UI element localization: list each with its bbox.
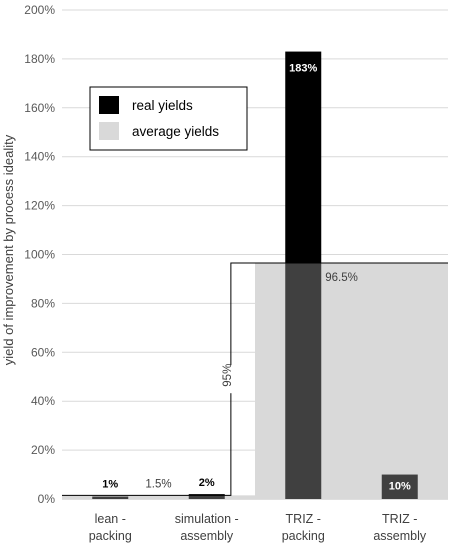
category-label: lean -packing <box>89 512 132 543</box>
real-yield-bar <box>381 474 418 499</box>
y-tick-label: 80% <box>31 296 55 310</box>
category-label: simulation -assembly <box>175 512 239 543</box>
legend-swatch-average-yields <box>99 122 119 140</box>
real-yield-bar <box>285 263 322 499</box>
category-label: TRIZ -packing <box>282 512 325 543</box>
y-tick-label: 160% <box>24 101 55 115</box>
real-yield-bar <box>92 496 129 499</box>
average-label: 96.5% <box>325 272 358 284</box>
y-tick-label: 180% <box>24 52 55 66</box>
bars <box>62 51 448 499</box>
y-tick-label: 120% <box>24 199 55 213</box>
legend: real yields average yields <box>89 86 248 151</box>
real-yield-bar-excess <box>188 494 225 496</box>
real-yield-bar-excess <box>285 51 322 264</box>
category-label: TRIZ -assembly <box>373 512 427 543</box>
real-yield-bar <box>188 495 225 499</box>
legend-swatch-real-yields <box>99 96 119 114</box>
value-label: 10% <box>389 481 411 493</box>
value-label: 1% <box>102 478 118 490</box>
y-axis-ticks: 0% 20% 40% 60% 80% 100% 120% 140% 160% 180% 200% <box>24 3 55 506</box>
y-tick-label: 40% <box>31 394 55 408</box>
annotations: 95% 1.5% 96.5% 1% 2% 183% 10% <box>62 63 448 496</box>
value-label: 183% <box>289 63 317 75</box>
average-label: 1.5% <box>145 478 171 490</box>
average-yield-bar <box>351 263 448 499</box>
y-tick-label: 100% <box>24 248 55 262</box>
value-label: 2% <box>199 477 215 489</box>
category-labels: lean -packing simulation -assembly TRIZ -p… <box>89 512 427 543</box>
y-tick-label: 140% <box>24 150 55 164</box>
gap-label: 95% <box>222 364 234 387</box>
legend-label-average-yields: average yields <box>132 124 219 139</box>
y-tick-label: 20% <box>31 443 55 457</box>
y-tick-label: 0% <box>38 492 56 506</box>
gap-label-background <box>223 365 238 394</box>
legend-label-real-yields: real yields <box>132 98 193 113</box>
y-tick-label: 60% <box>31 345 55 359</box>
y-axis-label: yield of improvement by process ideality <box>1 134 16 365</box>
y-tick-label: 200% <box>24 3 55 17</box>
